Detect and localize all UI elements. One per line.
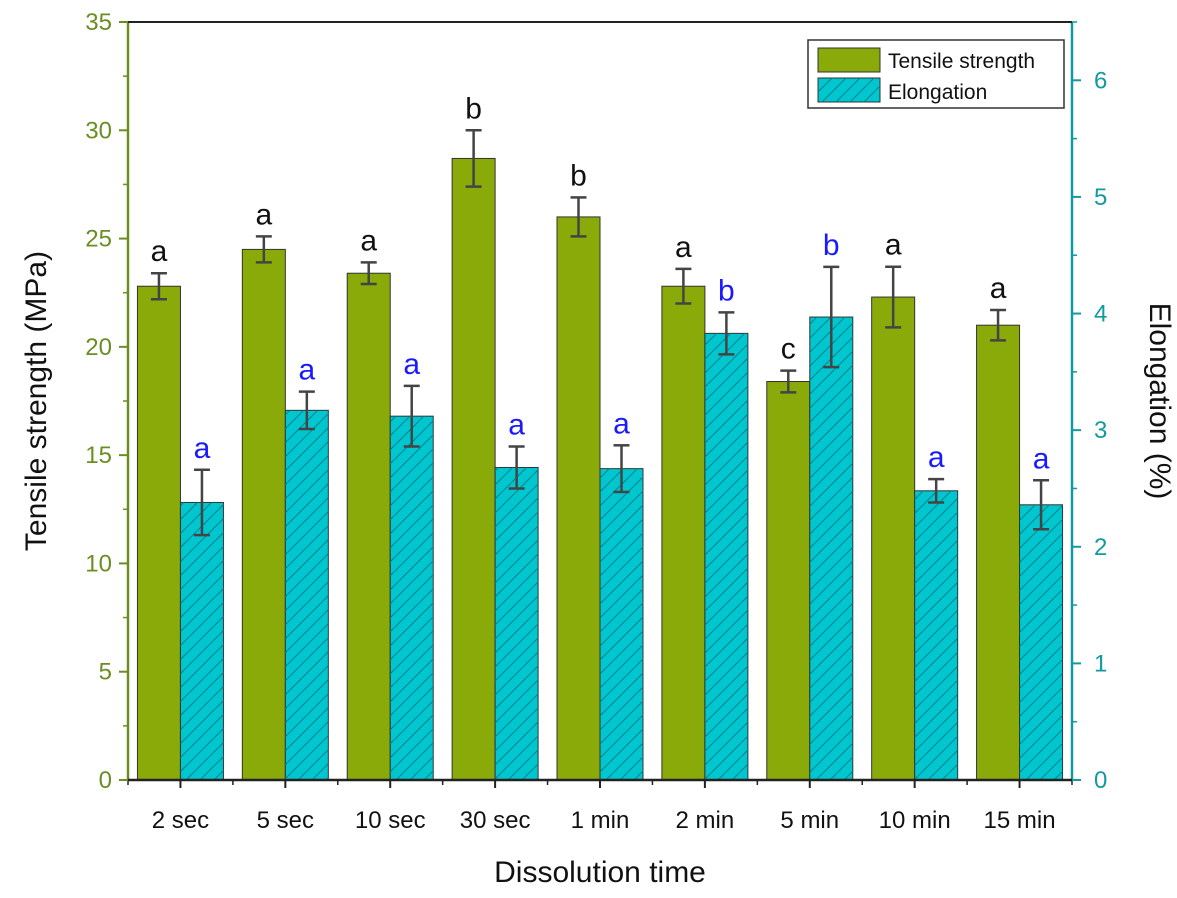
bar-tensile-strength	[766, 381, 811, 781]
error-bar-tensile-strength	[360, 261, 377, 286]
bar-elongation-hatch	[809, 317, 853, 780]
x-tick-label: 15 min	[984, 807, 1056, 834]
significance-label-tensile: b	[570, 159, 587, 192]
y-tick-label: 25	[85, 226, 112, 253]
error-bar-elongation	[823, 265, 840, 369]
error-bar-elongation	[718, 311, 735, 356]
significance-label-elongation: a	[1033, 442, 1050, 475]
bar-elongation-hatch	[180, 502, 224, 780]
y2-tick-label: 0	[1094, 767, 1107, 794]
y-tick-label: 10	[85, 550, 112, 577]
bar-tensile-strength	[451, 157, 496, 781]
significance-label-elongation: b	[718, 274, 735, 307]
legend-swatch-elongation-hatch	[818, 78, 880, 102]
bar-tensile-strength	[871, 296, 916, 781]
significance-label-tensile: a	[151, 235, 168, 268]
bar-tensile-strength	[661, 285, 706, 781]
bar-tensile-strength	[346, 272, 391, 781]
x-tick-label: 5 min	[780, 807, 839, 834]
x-tick-label: 10 min	[879, 807, 951, 834]
error-bar-elongation	[928, 477, 945, 504]
significance-label-tensile: a	[675, 231, 692, 264]
y2-tick-label: 6	[1094, 67, 1107, 94]
error-bar-elongation	[193, 468, 210, 537]
bar-elongation-hatch	[285, 410, 329, 780]
legend: Tensile strength Elongation	[807, 39, 1065, 109]
bar-tensile-strength	[136, 285, 181, 781]
error-bar-tensile-strength	[675, 267, 692, 305]
x-tick-label: 10 sec	[355, 807, 426, 834]
y-tick-label: 30	[85, 117, 112, 144]
bar-elongation-hatch	[600, 468, 643, 780]
significance-label-tensile: a	[885, 229, 902, 262]
x-tick-label: 2 min	[676, 807, 735, 834]
bar-elongation-hatch	[390, 416, 434, 780]
significance-label-elongation: a	[508, 408, 525, 441]
significance-label-tensile: b	[465, 92, 482, 125]
legend-label-tensile-strength: Tensile strength	[888, 50, 1035, 73]
significance-label-elongation: a	[298, 354, 315, 387]
error-bar-elongation	[1033, 479, 1050, 531]
significance-label-elongation: a	[613, 407, 630, 440]
y2-tick-label: 5	[1094, 184, 1107, 211]
error-bar-elongation	[613, 444, 630, 494]
y-tick-label: 15	[85, 442, 112, 469]
y-tick-label: 5	[99, 659, 112, 686]
y-tick-label: 20	[85, 334, 112, 361]
bar-tensile-strength	[241, 248, 286, 781]
significance-label-tensile: a	[990, 272, 1007, 305]
bar-elongation-hatch	[914, 490, 958, 780]
x-axis-title: Dissolution time	[494, 856, 706, 889]
legend-label-elongation: Elongation	[888, 81, 987, 104]
x-tick-label: 1 min	[571, 807, 630, 834]
significance-label-elongation: a	[403, 348, 420, 381]
error-bar-tensile-strength	[570, 196, 587, 238]
significance-label-tensile: c	[781, 333, 796, 366]
error-bar-elongation	[403, 384, 420, 448]
bar-elongation-hatch	[704, 333, 748, 780]
bar-tensile-strength	[556, 216, 601, 781]
significance-label-tensile: a	[360, 224, 377, 257]
error-bar-tensile-strength	[780, 369, 797, 394]
x-tick-label: 2 sec	[152, 807, 209, 834]
y-tick-label: 0	[99, 767, 112, 794]
legend-swatch-tensile-strength	[817, 47, 881, 73]
y2-axis-title: Elongation (%)	[1143, 303, 1176, 500]
x-tick-label: 30 sec	[460, 807, 531, 834]
y2-tick-label: 2	[1094, 534, 1107, 561]
bar-elongation-hatch	[495, 467, 539, 780]
y-tick-label: 35	[85, 9, 112, 36]
significance-label-elongation: a	[194, 432, 211, 465]
x-tick-label: 5 sec	[257, 807, 314, 834]
error-bar-tensile-strength	[150, 271, 167, 301]
error-bar-tensile-strength	[465, 129, 482, 188]
error-bar-tensile-strength	[255, 235, 272, 264]
y2-tick-label: 1	[1094, 650, 1107, 677]
significance-label-tensile: a	[255, 198, 272, 231]
error-bar-tensile-strength	[885, 265, 902, 329]
bar-elongation-hatch	[1019, 504, 1063, 780]
bar-tensile-strength	[976, 324, 1021, 781]
error-bar-tensile-strength	[990, 308, 1007, 342]
error-bar-elongation	[508, 445, 525, 490]
y2-tick-label: 4	[1094, 301, 1107, 328]
error-bar-elongation	[298, 390, 315, 431]
significance-label-elongation: a	[928, 441, 945, 474]
significance-label-elongation: b	[823, 229, 840, 262]
y2-tick-label: 3	[1094, 417, 1107, 444]
y-axis-title: Tensile strength (MPa)	[20, 251, 53, 551]
